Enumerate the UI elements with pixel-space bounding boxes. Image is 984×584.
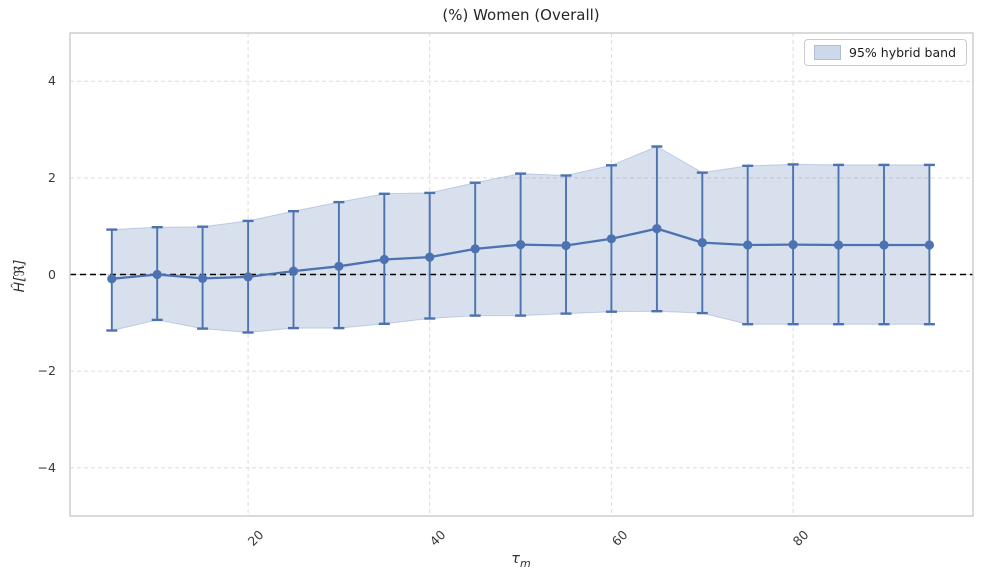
y-tick-label: 0	[48, 266, 56, 282]
legend-label: 95% hybrid band	[849, 45, 956, 60]
chart-title: (%) Women (Overall)	[442, 6, 600, 24]
series-markers	[107, 224, 935, 284]
y-tick-label: 4	[48, 73, 56, 89]
x-axis-label-symbol: τ	[511, 551, 521, 567]
plot-border	[69, 32, 974, 517]
y-tick-label: 2	[48, 169, 56, 185]
x-axis-label: τm	[511, 551, 530, 570]
y-tick-label: −4	[37, 459, 56, 475]
x-axis-label-subscript: m	[520, 556, 531, 570]
y-tick-label: −2	[37, 363, 56, 379]
legend: 95% hybrid band	[804, 39, 967, 66]
legend-band-swatch	[814, 45, 842, 60]
